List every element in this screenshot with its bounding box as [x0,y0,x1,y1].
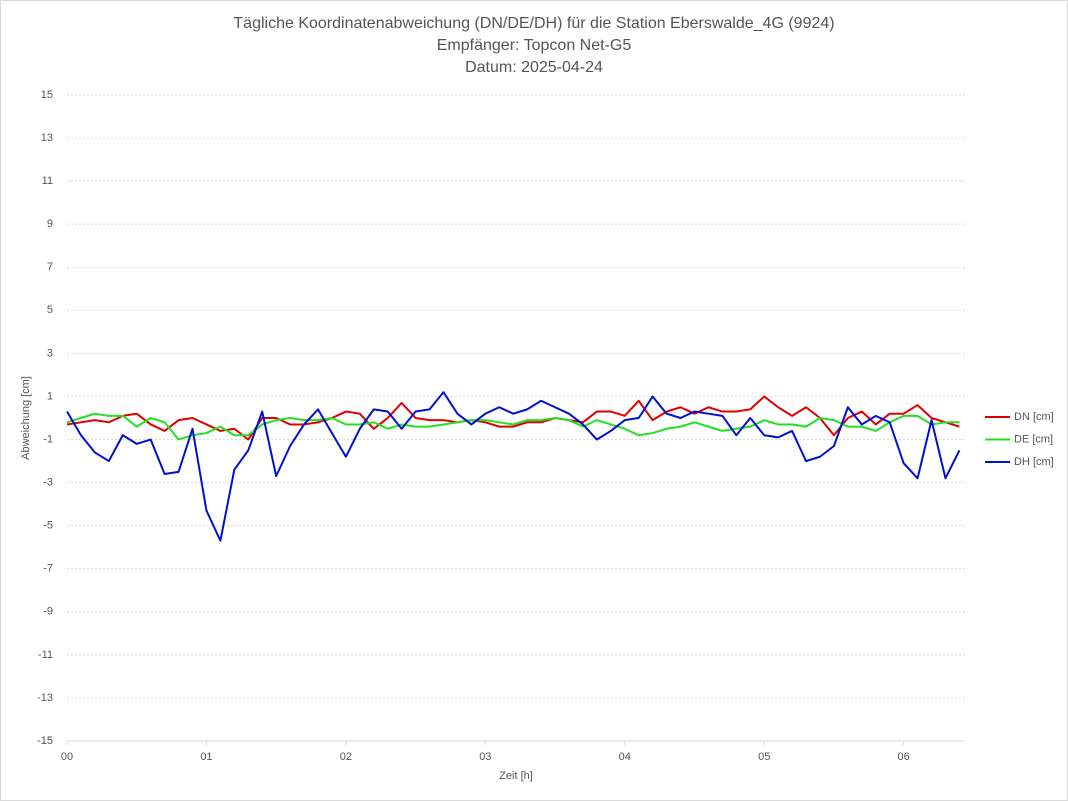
y-tick-label: -7 [43,563,53,575]
legend-label: DN [cm] [1014,411,1054,423]
legend-label: DH [cm] [1014,456,1054,468]
y-tick-label: 7 [47,261,53,273]
chart-subtitle: Empfänger: Topcon Net-G5 [437,37,632,54]
data-line [66,412,960,441]
chart-subtitle: Datum: 2025-04-24 [465,59,603,76]
y-tick-label: -13 [37,692,53,704]
y-axis-label: Abweichung [cm] [20,376,32,460]
y-tick-label: -11 [38,649,53,661]
x-axis-label: Zeit [h] [499,770,533,782]
y-tick-label: -1 [43,433,53,445]
x-tick-label: 04 [619,751,631,763]
y-tick-label: 1 [47,390,53,402]
y-tick-label: 3 [47,347,53,359]
chart-title: Tägliche Koordinatenabweichung (DN/DE/DH… [233,15,834,32]
data-line [66,391,961,542]
y-tick-label: -3 [43,477,53,489]
y-tick-label: 9 [47,218,53,230]
x-tick-label: 01 [200,751,212,763]
y-tick-label: -5 [43,520,53,532]
y-tick-label: -15 [37,735,53,747]
x-tick-label: 03 [479,751,491,763]
y-tick-label: -9 [43,606,53,618]
y-tick-label: 5 [47,304,53,316]
y-tick-label: 13 [41,132,53,144]
x-tick-label: 05 [758,751,770,763]
x-tick-label: 00 [61,751,73,763]
legend-label: DE [cm] [1014,433,1053,445]
x-tick-label: 06 [898,751,910,763]
x-tick-label: 02 [340,751,352,763]
y-tick-label: 11 [42,175,53,187]
y-tick-label: 15 [41,89,53,101]
